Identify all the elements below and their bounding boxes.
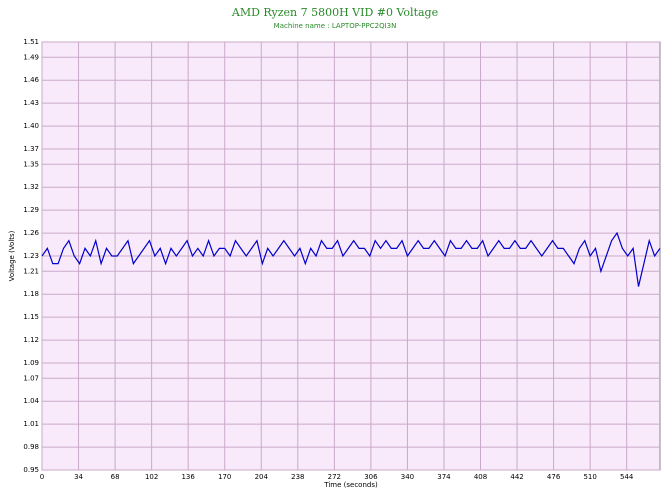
y-tick-label: 1.15 (23, 313, 39, 321)
y-tick-label: 1.43 (23, 99, 39, 107)
x-tick-label: 68 (111, 473, 120, 481)
x-tick-label: 510 (583, 473, 596, 481)
y-tick-label: 1.18 (23, 290, 39, 298)
x-tick-label: 408 (474, 473, 487, 481)
x-tick-label: 544 (620, 473, 634, 481)
chart-title: AMD Ryzen 7 5800H VID #0 Voltage (231, 6, 438, 19)
y-tick-label: 1.49 (23, 53, 39, 61)
x-tick-label: 272 (328, 473, 341, 481)
y-tick-label: 1.32 (23, 183, 39, 191)
x-tick-label: 136 (181, 473, 195, 481)
x-tick-label: 442 (510, 473, 523, 481)
y-axis-label: Voltage (Volts) (8, 230, 16, 281)
y-tick-label: 0.98 (23, 443, 39, 451)
y-tick-label: 1.09 (23, 359, 39, 367)
x-axis-label: Time (seconds) (323, 481, 378, 489)
x-tick-label: 306 (364, 473, 378, 481)
data-line (41, 231, 661, 287)
x-tick-label: 0 (40, 473, 44, 481)
x-tick-label: 34 (74, 473, 83, 481)
y-tick-label: 1.51 (23, 38, 39, 46)
x-tick-label: 476 (547, 473, 561, 481)
y-tick-label: 1.29 (23, 206, 39, 214)
y-tick-label: 1.01 (23, 420, 39, 428)
y-tick-label: 1.40 (23, 122, 39, 130)
x-tick-label: 102 (145, 473, 158, 481)
y-tick-label: 1.35 (23, 160, 39, 168)
y-tick-label: 1.04 (23, 397, 39, 405)
y-tick-label: 1.07 (23, 374, 39, 382)
x-tick-label: 238 (291, 473, 304, 481)
y-tick-label: 1.26 (23, 229, 39, 237)
x-tick-label: 170 (218, 473, 231, 481)
x-tick-label: 374 (437, 473, 451, 481)
y-tick-label: 1.46 (23, 76, 39, 84)
x-tick-label: 340 (401, 473, 414, 481)
y-tick-label: 1.21 (23, 267, 39, 275)
chart-subtitle: Machine name : LAPTOP-PPC2QI3N (274, 22, 397, 30)
y-tick-label: 0.95 (23, 466, 39, 474)
y-tick-label: 1.23 (23, 252, 39, 260)
x-tick-label: 204 (255, 473, 269, 481)
y-tick-label: 1.37 (23, 145, 39, 153)
y-tick-label: 1.12 (23, 336, 39, 344)
